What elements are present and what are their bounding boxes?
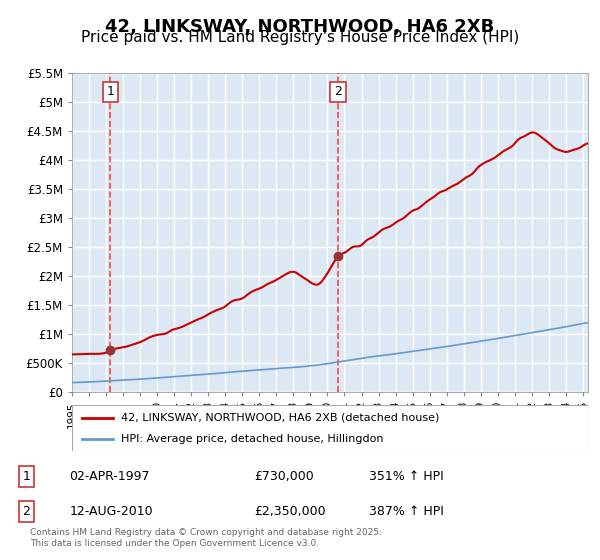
Text: 02-APR-1997: 02-APR-1997 (70, 470, 150, 483)
Text: 387% ↑ HPI: 387% ↑ HPI (369, 505, 444, 518)
FancyBboxPatch shape (72, 405, 588, 451)
Text: Contains HM Land Registry data © Crown copyright and database right 2025.
This d: Contains HM Land Registry data © Crown c… (30, 528, 382, 548)
Text: Price paid vs. HM Land Registry's House Price Index (HPI): Price paid vs. HM Land Registry's House … (81, 30, 519, 45)
Text: 12-AUG-2010: 12-AUG-2010 (70, 505, 153, 518)
Text: HPI: Average price, detached house, Hillingdon: HPI: Average price, detached house, Hill… (121, 435, 383, 444)
Text: £730,000: £730,000 (254, 470, 314, 483)
Text: 351% ↑ HPI: 351% ↑ HPI (369, 470, 444, 483)
Text: 1: 1 (22, 470, 31, 483)
Text: 42, LINKSWAY, NORTHWOOD, HA6 2XB (detached house): 42, LINKSWAY, NORTHWOOD, HA6 2XB (detach… (121, 413, 439, 423)
Text: 2: 2 (22, 505, 31, 518)
Text: 1: 1 (106, 86, 114, 99)
Text: 2: 2 (334, 86, 342, 99)
Text: 42, LINKSWAY, NORTHWOOD, HA6 2XB: 42, LINKSWAY, NORTHWOOD, HA6 2XB (106, 18, 494, 36)
Text: £2,350,000: £2,350,000 (254, 505, 326, 518)
